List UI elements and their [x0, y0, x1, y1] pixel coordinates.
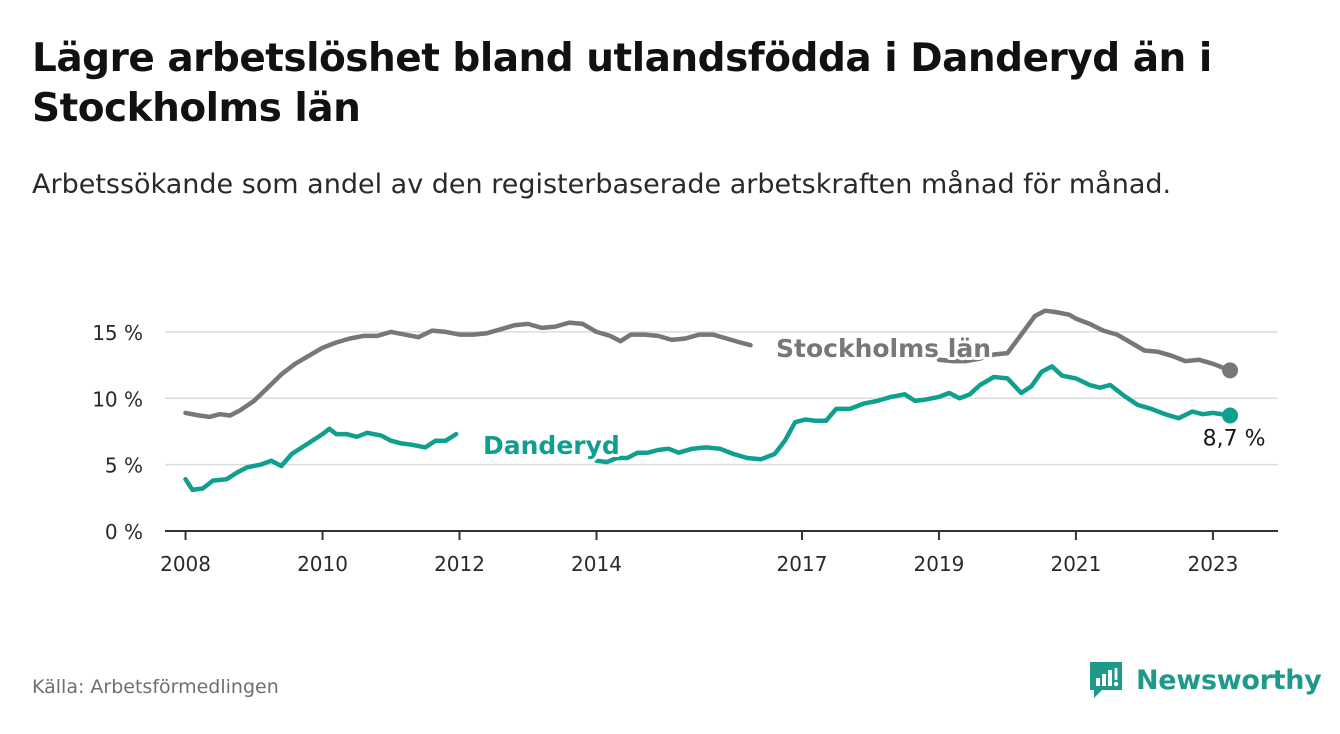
newsworthy-logo-icon	[1090, 662, 1122, 698]
source-note: Källa: Arbetsförmedlingen	[32, 676, 279, 698]
series-line-stockholm	[183, 320, 753, 420]
series-label-danderyd: Danderyd	[483, 431, 620, 460]
y-tick-label: 10 %	[92, 387, 143, 411]
y-tick-label: 15 %	[92, 321, 143, 345]
x-tick-label: 2012	[434, 552, 485, 576]
x-tick-label: 2014	[571, 552, 622, 576]
x-tick-label: 2023	[1187, 552, 1238, 576]
line-chart: 0 % 5 % 10 % 15 % 2008 2010 2012 2014 2017 2019 20…	[92, 308, 1278, 576]
series-layer	[183, 308, 1233, 493]
label-layer: Stockholms län Danderyd 8,7 %	[480, 331, 1269, 463]
x-tick-label: 2021	[1050, 552, 1101, 576]
series-line-stockholm	[936, 308, 1233, 373]
end-point-danderyd	[1222, 407, 1239, 424]
series-line-danderyd	[183, 426, 459, 493]
chart-title: Lägre arbetslöshet bland utlandsfödda i …	[32, 36, 1212, 131]
grid-layer	[165, 331, 1278, 466]
series-label-stockholm: Stockholms län	[776, 334, 991, 363]
y-tick-label: 0 %	[105, 520, 143, 544]
y-tick-label: 5 %	[105, 454, 143, 478]
x-tick-label: 2017	[777, 552, 828, 576]
x-tick-label: 2008	[160, 552, 211, 576]
end-point-stockholm	[1222, 362, 1239, 379]
brand-name: Newsworthy	[1136, 664, 1322, 696]
chart-subtitle: Arbetssökande som andel av den registerb…	[32, 169, 1172, 200]
series-line-danderyd	[594, 364, 1233, 465]
x-tick-label: 2019	[914, 552, 965, 576]
x-tick-label: 2010	[297, 552, 348, 576]
end-value-label-danderyd: 8,7 %	[1203, 427, 1266, 452]
brand-logo[interactable]: Newsworthy	[1088, 660, 1322, 700]
axis-layer: 0 % 5 % 10 % 15 % 2008 2010 2012 2014 2017 2019 20…	[92, 321, 1278, 576]
